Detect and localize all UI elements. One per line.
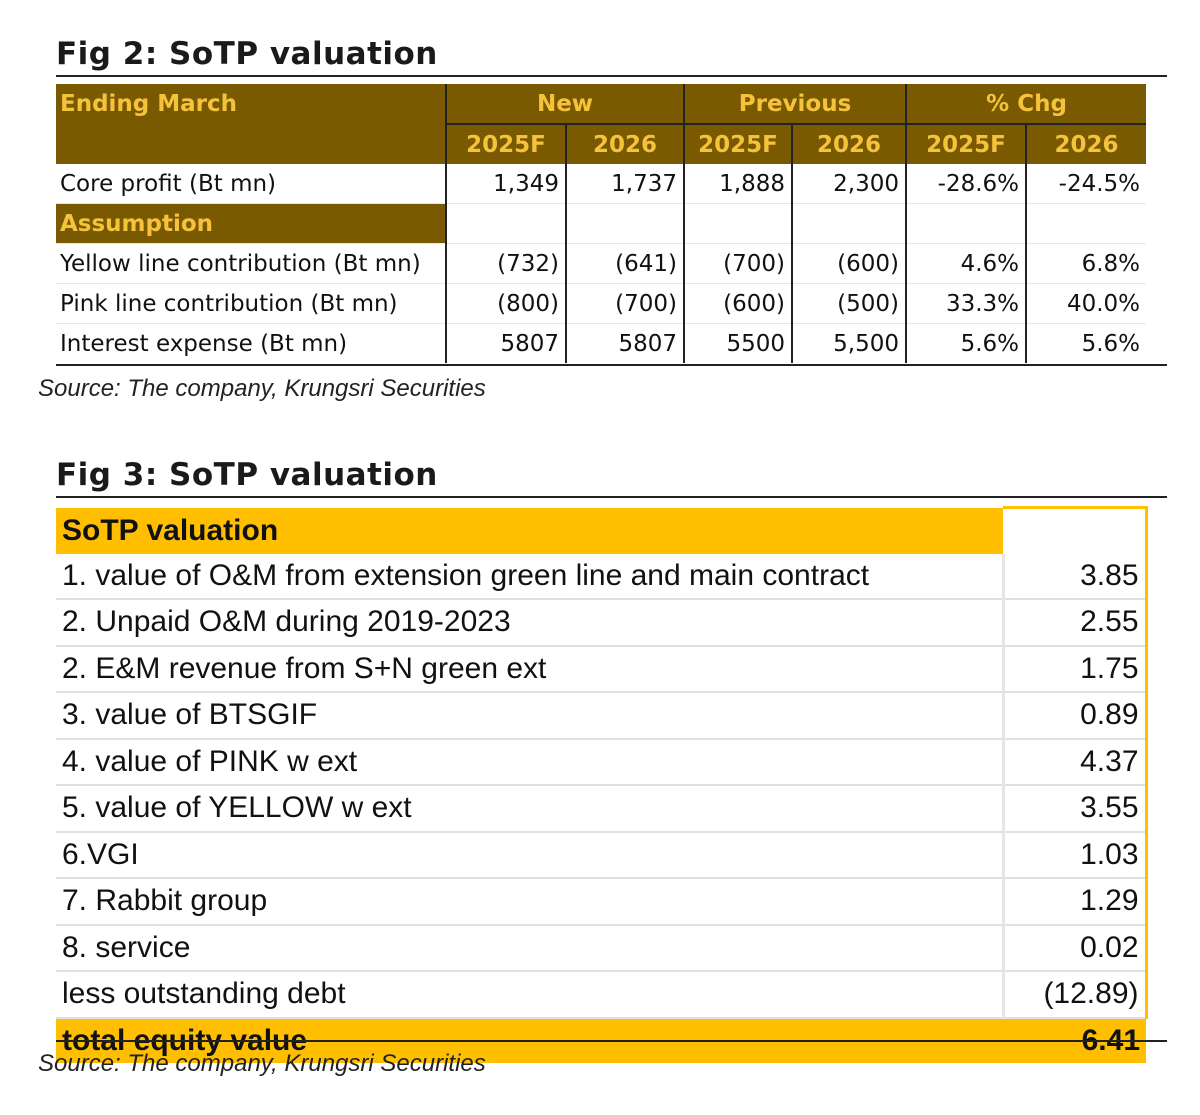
cell: 1,888 bbox=[683, 164, 793, 204]
header-ending-march: Ending March bbox=[56, 84, 446, 124]
cell: 5807 bbox=[564, 323, 685, 363]
fig3-table: SoTP valuation 1. value of O&M from exte… bbox=[56, 506, 1148, 1063]
item-value: 0.02 bbox=[1001, 924, 1148, 972]
item-label: 4. value of PINK w ext bbox=[56, 738, 1003, 786]
item-label: 7. Rabbit group bbox=[56, 878, 1003, 926]
year-header: 2025F bbox=[445, 123, 566, 164]
row-label: Yellow line contribution (Bt mn) bbox=[56, 243, 446, 284]
fig2-top-rule bbox=[56, 75, 1167, 77]
year-header: 2026 bbox=[791, 123, 907, 164]
item-value: 2.55 bbox=[1001, 599, 1148, 647]
cell: 5500 bbox=[683, 323, 793, 363]
fig2-source: Source: The company, Krungsri Securities bbox=[38, 375, 486, 402]
cell-empty bbox=[683, 203, 793, 244]
cell: (700) bbox=[683, 243, 793, 284]
cell: 33.3% bbox=[905, 283, 1027, 324]
cell: -24.5% bbox=[1025, 164, 1147, 204]
fig3-header: SoTP valuation bbox=[56, 507, 1003, 554]
assumption-label: Assumption bbox=[56, 203, 446, 244]
cell: 5.6% bbox=[1025, 323, 1147, 363]
year-header: 2025F bbox=[683, 123, 793, 164]
fig2-title: Fig 2: SoTP valuation bbox=[56, 36, 438, 72]
cell: (600) bbox=[791, 243, 907, 284]
fig3-top-rule bbox=[56, 496, 1167, 498]
cell: (700) bbox=[564, 283, 685, 324]
item-label: 6.VGI bbox=[56, 831, 1003, 879]
cell: (600) bbox=[683, 283, 793, 324]
cell: 1,349 bbox=[445, 164, 566, 204]
cell: 4.6% bbox=[905, 243, 1027, 284]
item-value: 3.55 bbox=[1001, 785, 1148, 833]
cell: (500) bbox=[791, 283, 907, 324]
cell: (800) bbox=[445, 283, 566, 324]
item-label: 2. Unpaid O&M during 2019-2023 bbox=[56, 599, 1003, 647]
item-value: 1.29 bbox=[1001, 878, 1148, 926]
cell: 40.0% bbox=[1025, 283, 1147, 324]
item-value: (12.89) bbox=[1001, 971, 1148, 1019]
cell: 6.8% bbox=[1025, 243, 1147, 284]
year-header: 2025F bbox=[905, 123, 1027, 164]
cell: 5,500 bbox=[791, 323, 907, 363]
row-label: Pink line contribution (Bt mn) bbox=[56, 283, 446, 324]
year-header: 2026 bbox=[564, 123, 685, 164]
cell-empty bbox=[564, 203, 685, 244]
item-label: 1. value of O&M from extension green lin… bbox=[56, 553, 1003, 600]
item-label: 2. E&M revenue from S+N green ext bbox=[56, 645, 1003, 693]
cell-empty bbox=[445, 203, 566, 244]
item-label: 3. value of BTSGIF bbox=[56, 692, 1003, 740]
year-header: 2026 bbox=[1025, 123, 1147, 164]
cell-empty bbox=[1025, 203, 1147, 244]
item-value: 0.89 bbox=[1001, 692, 1148, 740]
cell: 2,300 bbox=[791, 164, 907, 204]
fig3-bottom-rule bbox=[56, 1040, 1167, 1042]
fig3-header-blank bbox=[1003, 506, 1148, 554]
cell-empty bbox=[905, 203, 1027, 244]
cell: 5.6% bbox=[905, 323, 1027, 363]
header-group-pct-chg: % Chg bbox=[905, 84, 1147, 124]
item-value: 1.03 bbox=[1001, 831, 1148, 879]
header-blank bbox=[56, 124, 446, 164]
fig3-title: Fig 3: SoTP valuation bbox=[56, 457, 438, 493]
row-label: Core profit (Bt mn) bbox=[56, 164, 446, 204]
header-group-previous: Previous bbox=[683, 84, 907, 124]
header-group-new: New bbox=[444, 84, 685, 124]
cell: (641) bbox=[564, 243, 685, 284]
cell: (732) bbox=[445, 243, 566, 284]
row-label: Interest expense (Bt mn) bbox=[60, 330, 348, 357]
item-value: 4.37 bbox=[1001, 738, 1148, 786]
cell: -28.6% bbox=[905, 164, 1027, 204]
fig2-bottom-rule bbox=[56, 364, 1167, 366]
fig2-table: Ending March New Previous % Chg 2025F 20… bbox=[56, 84, 1147, 363]
item-value: 3.85 bbox=[1001, 553, 1148, 600]
item-label: less outstanding debt bbox=[56, 971, 1003, 1019]
item-label: 5. value of YELLOW w ext bbox=[56, 785, 1003, 833]
item-label: 8. service bbox=[56, 924, 1003, 972]
cell: 1,737 bbox=[564, 164, 685, 204]
fig3-source: Source: The company, Krungsri Securities bbox=[38, 1050, 486, 1077]
cell: 5807 bbox=[445, 323, 566, 363]
cell-empty bbox=[791, 203, 907, 244]
item-value: 1.75 bbox=[1001, 645, 1148, 693]
